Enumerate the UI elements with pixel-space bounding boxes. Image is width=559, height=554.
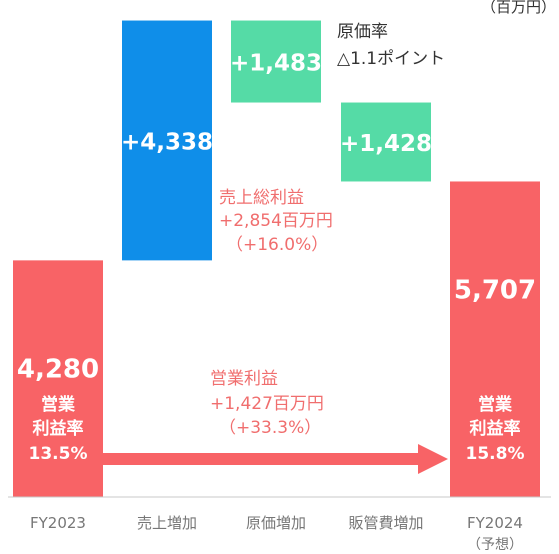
- category-label-4: FY2024: [467, 514, 523, 532]
- cost-ratio-annotation-line2: △1.1ポイント: [337, 49, 445, 69]
- bar-value-label-4: 5,707: [454, 275, 536, 305]
- bar-3: [341, 102, 431, 182]
- category-label-2: 原価増加: [246, 514, 306, 532]
- margin-value-0: 13.5%: [29, 444, 88, 464]
- cost-ratio-annotation-line1: 原価率: [337, 22, 388, 42]
- op-profit-annotation-line1: 営業利益: [210, 369, 278, 389]
- op-profit-annotation-line2: +1,427百万円: [210, 394, 324, 414]
- margin-label-0: 営業: [41, 394, 75, 415]
- bar-0: [13, 260, 103, 497]
- bar-1: [122, 20, 212, 261]
- gross-profit-annotation-line3: （+16.0%）: [226, 235, 328, 255]
- margin-label2-4: 利益率: [470, 418, 521, 439]
- bar-4: [450, 181, 540, 498]
- category-sublabel-4: （予想）: [467, 537, 523, 553]
- bar-value-label-2: +1,483: [230, 51, 322, 77]
- margin-label-4: 営業: [478, 394, 512, 415]
- bar-value-label-3: +1,428: [340, 131, 432, 157]
- gross-profit-annotation-line1: 売上総利益: [219, 188, 304, 208]
- category-label-0: FY2023: [30, 514, 86, 532]
- bar-2: [231, 20, 321, 103]
- bar-value-label-1: +4,338: [121, 129, 213, 155]
- margin-label2-0: 利益率: [33, 418, 84, 439]
- growth-arrow-shaft: [103, 453, 427, 465]
- bars-layer: [13, 20, 540, 498]
- unit-label: （百万円）: [481, 0, 556, 16]
- margin-value-4: 15.8%: [466, 444, 525, 464]
- category-label-1: 売上増加: [137, 514, 197, 532]
- gross-profit-annotation-line2: +2,854百万円: [219, 211, 333, 231]
- category-label-3: 販管費増加: [348, 514, 423, 532]
- bar-value-label-0: 4,280: [17, 354, 99, 384]
- op-profit-annotation-line3: （+33.3%）: [219, 418, 321, 438]
- growth-arrow: [103, 444, 448, 474]
- growth-arrow-head: [418, 444, 448, 474]
